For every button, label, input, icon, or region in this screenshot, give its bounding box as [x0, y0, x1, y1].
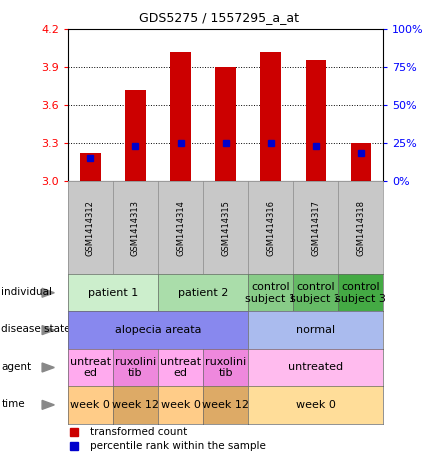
Polygon shape [42, 326, 54, 335]
Text: GSM1414315: GSM1414315 [221, 200, 230, 255]
Text: agent: agent [1, 362, 32, 372]
Text: GSM1414314: GSM1414314 [176, 200, 185, 255]
Text: week 0: week 0 [71, 400, 110, 410]
Text: control
subject 3: control subject 3 [335, 282, 386, 304]
Polygon shape [42, 288, 54, 297]
Bar [80, 154, 101, 181]
Text: transformed count: transformed count [90, 427, 187, 437]
Text: untreated: untreated [288, 362, 343, 372]
Bar [170, 52, 191, 181]
Text: untreat
ed: untreat ed [70, 357, 111, 378]
Text: week 0: week 0 [296, 400, 336, 410]
Text: GDS5275 / 1557295_a_at: GDS5275 / 1557295_a_at [139, 11, 299, 24]
Polygon shape [42, 363, 54, 372]
Text: GSM1414313: GSM1414313 [131, 200, 140, 255]
Text: alopecia areata: alopecia areata [115, 325, 201, 335]
Bar [125, 90, 145, 181]
Text: week 12: week 12 [112, 400, 159, 410]
Text: time: time [1, 399, 25, 409]
Bar [215, 67, 236, 181]
Text: percentile rank within the sample: percentile rank within the sample [90, 441, 266, 451]
Text: normal: normal [296, 325, 335, 335]
Text: individual: individual [1, 287, 53, 297]
Text: ruxolini
tib: ruxolini tib [115, 357, 156, 378]
Polygon shape [42, 400, 54, 410]
Text: week 0: week 0 [161, 400, 201, 410]
Text: GSM1414317: GSM1414317 [311, 200, 320, 255]
Text: disease state: disease state [1, 324, 71, 334]
Bar [350, 143, 371, 181]
Text: patient 1: patient 1 [88, 288, 138, 298]
Text: ruxolini
tib: ruxolini tib [205, 357, 246, 378]
Text: GSM1414318: GSM1414318 [356, 200, 365, 255]
Text: GSM1414312: GSM1414312 [86, 200, 95, 255]
Text: week 12: week 12 [202, 400, 249, 410]
Bar [261, 52, 281, 181]
Text: GSM1414316: GSM1414316 [266, 200, 275, 255]
Text: patient 2: patient 2 [178, 288, 228, 298]
Bar [306, 60, 326, 181]
Text: control
subject 1: control subject 1 [245, 282, 296, 304]
Text: untreat
ed: untreat ed [160, 357, 201, 378]
Text: control
subject 2: control subject 2 [290, 282, 341, 304]
